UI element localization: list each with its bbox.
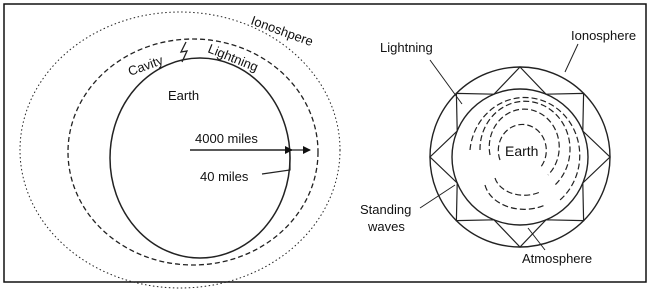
lightning-label: Lightning [380, 40, 433, 55]
page: Ionoshpere Cavity Lightning Earth 4000 m… [0, 0, 650, 303]
standing-waves-label: waves [367, 219, 405, 234]
cavity-label: Cavity [126, 52, 166, 79]
radius-label: 4000 miles [195, 131, 258, 146]
cavity-ring [68, 39, 318, 265]
leader [420, 185, 455, 208]
diagram: Ionoshpere Cavity Lightning Earth 4000 m… [0, 0, 650, 303]
earth-label: Earth [168, 88, 199, 103]
leader [430, 60, 462, 104]
height-label: 40 miles [200, 169, 249, 184]
ionosphere-label: Ionoshpere [249, 13, 315, 49]
leader [565, 44, 578, 72]
wave-arc [495, 178, 540, 195]
left-diagram [20, 12, 340, 288]
wave-arc [485, 185, 545, 209]
ionosphere-label: Ionosphere [571, 28, 636, 43]
frame [4, 4, 646, 282]
standing-waves-label: Standing [360, 202, 411, 217]
atmosphere-label: Atmosphere [522, 251, 592, 266]
earth-circle [110, 58, 290, 258]
lightning-label: Lightning [206, 41, 261, 75]
earth-label: Earth [505, 143, 538, 159]
leader [262, 152, 290, 174]
